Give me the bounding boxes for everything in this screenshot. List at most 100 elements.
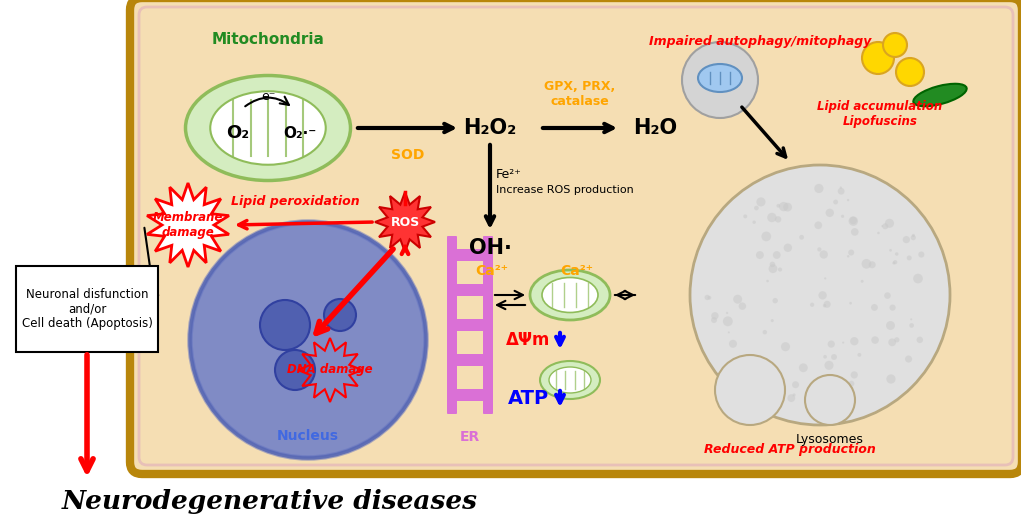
Circle shape xyxy=(850,337,859,345)
Circle shape xyxy=(690,165,950,425)
Text: Membrane
damage: Membrane damage xyxy=(153,211,224,239)
Text: Neurodegenerative diseases: Neurodegenerative diseases xyxy=(62,489,478,514)
FancyBboxPatch shape xyxy=(483,306,493,344)
Circle shape xyxy=(824,361,833,370)
Circle shape xyxy=(882,223,888,229)
Circle shape xyxy=(861,280,864,283)
Text: H₂O: H₂O xyxy=(633,118,677,138)
Circle shape xyxy=(781,342,790,351)
Polygon shape xyxy=(147,183,229,267)
FancyBboxPatch shape xyxy=(455,319,485,331)
FancyBboxPatch shape xyxy=(455,354,485,366)
Text: ROS: ROS xyxy=(390,215,420,229)
Text: Nucleus: Nucleus xyxy=(277,429,339,443)
FancyBboxPatch shape xyxy=(447,376,457,414)
Circle shape xyxy=(773,251,781,259)
Circle shape xyxy=(911,235,916,240)
Circle shape xyxy=(810,303,815,307)
Circle shape xyxy=(871,304,878,311)
Circle shape xyxy=(893,260,897,265)
Circle shape xyxy=(763,330,767,334)
Text: Lysosomes: Lysosomes xyxy=(796,433,864,446)
Circle shape xyxy=(783,243,792,252)
Circle shape xyxy=(816,404,820,408)
Circle shape xyxy=(883,33,907,57)
Circle shape xyxy=(783,203,792,212)
Text: ΔΨm: ΔΨm xyxy=(505,331,550,349)
Circle shape xyxy=(715,355,785,425)
Circle shape xyxy=(828,341,835,348)
Circle shape xyxy=(824,301,831,308)
Circle shape xyxy=(324,299,356,331)
Circle shape xyxy=(743,214,747,219)
Circle shape xyxy=(839,186,842,188)
Circle shape xyxy=(885,219,894,228)
FancyBboxPatch shape xyxy=(16,266,158,352)
Text: ATP: ATP xyxy=(507,389,548,408)
Polygon shape xyxy=(375,192,435,252)
Circle shape xyxy=(738,303,746,310)
FancyBboxPatch shape xyxy=(447,236,457,274)
FancyBboxPatch shape xyxy=(455,249,485,261)
Text: O₂·⁻: O₂·⁻ xyxy=(284,126,317,140)
Circle shape xyxy=(682,42,758,118)
Circle shape xyxy=(889,305,895,311)
Circle shape xyxy=(767,213,777,222)
Ellipse shape xyxy=(542,278,598,313)
FancyBboxPatch shape xyxy=(483,341,493,379)
Circle shape xyxy=(823,304,826,307)
Circle shape xyxy=(826,209,834,217)
FancyBboxPatch shape xyxy=(483,236,493,274)
FancyBboxPatch shape xyxy=(455,284,485,296)
Circle shape xyxy=(895,252,898,256)
Text: SOD: SOD xyxy=(391,148,425,162)
Circle shape xyxy=(847,255,849,258)
Ellipse shape xyxy=(698,64,742,92)
Text: Lipid peroxidation: Lipid peroxidation xyxy=(231,195,359,208)
FancyBboxPatch shape xyxy=(483,376,493,414)
Circle shape xyxy=(917,336,923,343)
Text: Fe²⁺: Fe²⁺ xyxy=(496,168,522,182)
Circle shape xyxy=(708,296,712,300)
Text: Lipid accumulation
Lipofuscins: Lipid accumulation Lipofuscins xyxy=(818,100,942,128)
Circle shape xyxy=(841,390,843,393)
Circle shape xyxy=(903,236,910,243)
Circle shape xyxy=(888,338,896,346)
Circle shape xyxy=(889,249,892,252)
Circle shape xyxy=(842,342,844,344)
Circle shape xyxy=(260,300,310,350)
Text: e⁻: e⁻ xyxy=(260,90,276,102)
Circle shape xyxy=(776,204,780,208)
Circle shape xyxy=(711,317,717,323)
Circle shape xyxy=(787,394,795,402)
Circle shape xyxy=(848,250,855,256)
Circle shape xyxy=(831,354,837,360)
Circle shape xyxy=(896,58,924,86)
Circle shape xyxy=(910,323,914,328)
Circle shape xyxy=(756,251,764,259)
Circle shape xyxy=(779,202,788,211)
Circle shape xyxy=(858,353,862,357)
Circle shape xyxy=(733,295,742,304)
Ellipse shape xyxy=(530,270,610,320)
Circle shape xyxy=(833,200,838,204)
Circle shape xyxy=(712,312,719,319)
Ellipse shape xyxy=(186,76,350,181)
Circle shape xyxy=(770,261,775,267)
Circle shape xyxy=(771,319,774,322)
Text: Reduced ATP production: Reduced ATP production xyxy=(704,444,876,457)
Circle shape xyxy=(918,251,924,258)
Ellipse shape xyxy=(914,84,967,106)
Circle shape xyxy=(792,393,795,397)
Text: H₂O₂: H₂O₂ xyxy=(464,118,517,138)
Text: Impaired autophagy/mitophagy: Impaired autophagy/mitophagy xyxy=(648,35,871,49)
Circle shape xyxy=(905,355,912,363)
Circle shape xyxy=(886,321,895,330)
Text: ER: ER xyxy=(459,430,480,444)
Circle shape xyxy=(892,261,895,265)
Circle shape xyxy=(907,256,912,260)
FancyBboxPatch shape xyxy=(447,271,457,309)
Circle shape xyxy=(848,381,855,386)
Text: Neuronal disfunction
and/or
Cell death (Apoptosis): Neuronal disfunction and/or Cell death (… xyxy=(21,288,152,331)
Circle shape xyxy=(886,374,895,384)
